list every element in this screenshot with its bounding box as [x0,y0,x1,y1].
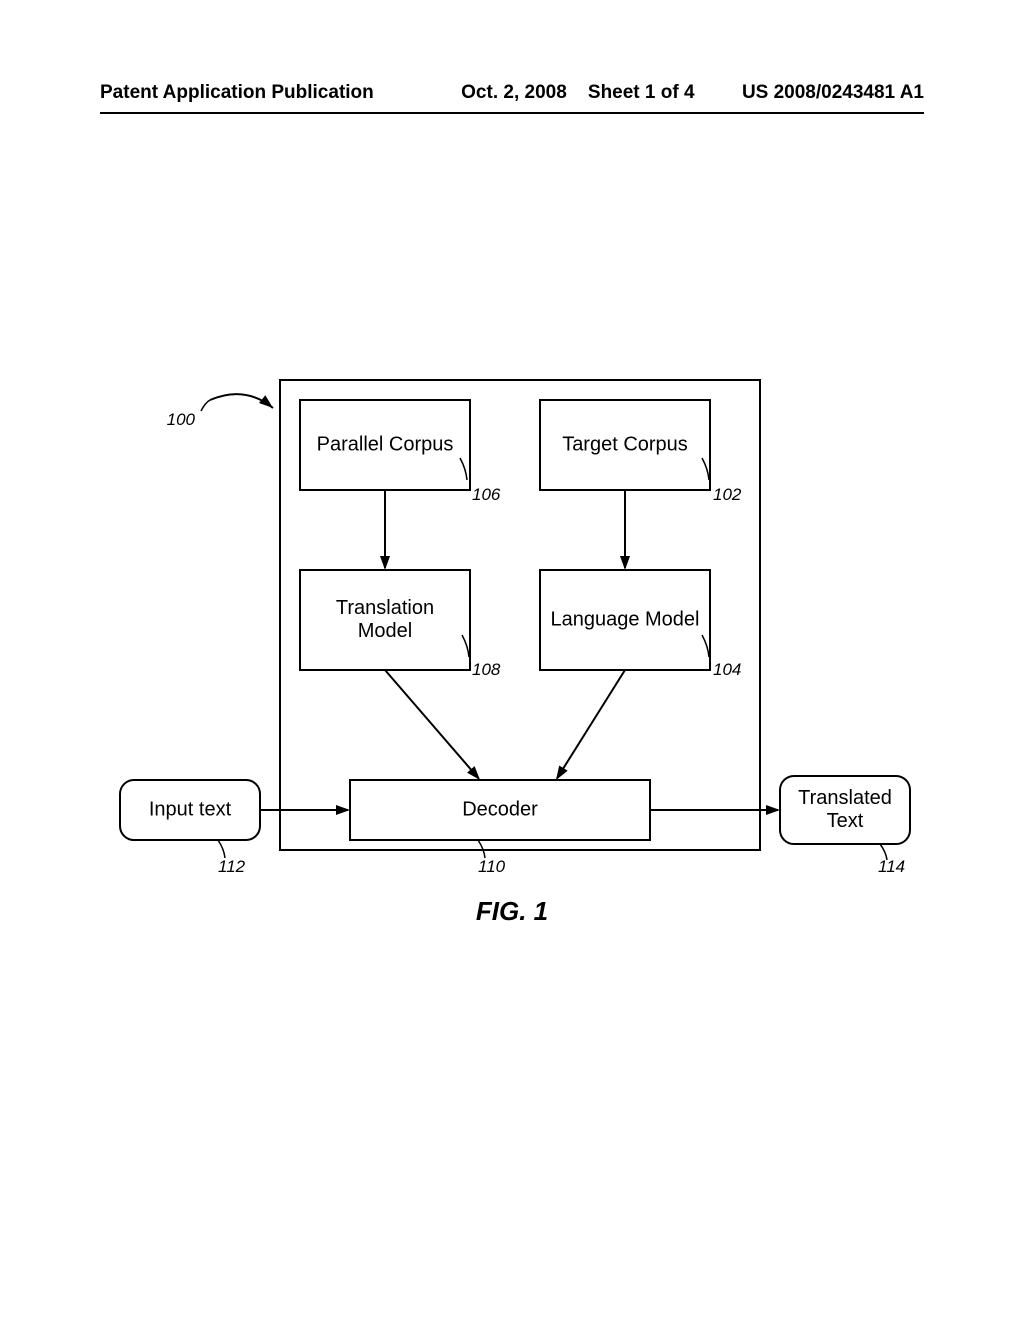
node-label-translation-model: Translation [336,597,434,619]
node-label-translation-model: Model [358,620,412,642]
node-label-translated-text: Text [827,810,864,832]
page: Patent Application Publication Oct. 2, 2… [0,0,1024,1320]
ref100-leader [201,400,210,411]
leader-input-text [218,840,225,858]
arrowhead-3 [556,765,568,780]
refnum-translation-model: 108 [472,660,501,679]
edge-3 [557,670,625,778]
node-label-parallel-corpus: Parallel Corpus [317,433,454,455]
node-label-language-model: Language Model [550,608,699,630]
node-label-target-corpus: Target Corpus [562,433,688,455]
refnum-input-text: 112 [218,857,246,876]
arrowhead-1 [620,556,630,570]
refnum-decoder: 110 [478,857,506,876]
node-label-input-text: Input text [149,798,232,820]
figure-svg: Parallel Corpus 106 Target Corpus 102 Transl… [0,0,1024,1320]
refnum-100: 100 [167,410,196,429]
arrowhead-5 [766,805,780,815]
refnum-translated-text: 114 [878,857,905,876]
refnum-target-corpus: 102 [713,485,742,504]
refnum-parallel-corpus: 106 [472,485,501,504]
refnum-language-model: 104 [713,660,741,679]
ref100-arrowhead [259,395,273,408]
edge-2 [385,670,479,778]
node-label-translated-text: Translated [798,787,892,809]
arrowhead-4 [336,805,350,815]
figure-caption: FIG. 1 [476,896,548,926]
arrowhead-0 [380,556,390,570]
node-label-decoder: Decoder [462,798,538,820]
